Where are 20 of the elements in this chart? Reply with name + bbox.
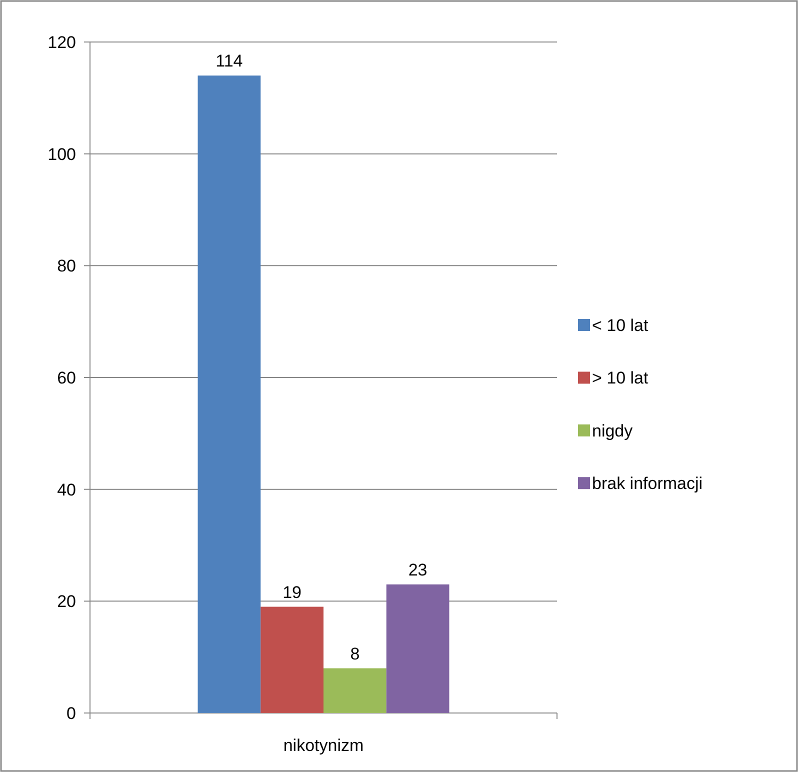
y-tick-label: 100 xyxy=(48,144,76,164)
data-label: 114 xyxy=(216,52,243,71)
y-tick-label: 0 xyxy=(66,704,76,723)
y-tick-label: 40 xyxy=(57,480,76,500)
data-label: 23 xyxy=(408,560,428,580)
legend-label: nigdy xyxy=(592,421,634,440)
data-label: 19 xyxy=(282,582,302,602)
y-tick-label: 20 xyxy=(57,592,76,612)
x-tick-label: nikotynizm xyxy=(283,736,364,755)
legend-label: brak informacji xyxy=(592,474,703,494)
legend-label: > 10 lat xyxy=(592,368,649,388)
bar xyxy=(198,76,261,713)
bar xyxy=(386,584,450,713)
bar xyxy=(324,668,386,713)
legend-label: < 10 lat xyxy=(592,316,649,335)
y-tick-label: 60 xyxy=(57,368,76,388)
data-label: 8 xyxy=(350,644,360,664)
y-tick-label: 80 xyxy=(57,256,76,276)
bar xyxy=(260,606,324,713)
y-tick-label: 120 xyxy=(48,32,76,52)
